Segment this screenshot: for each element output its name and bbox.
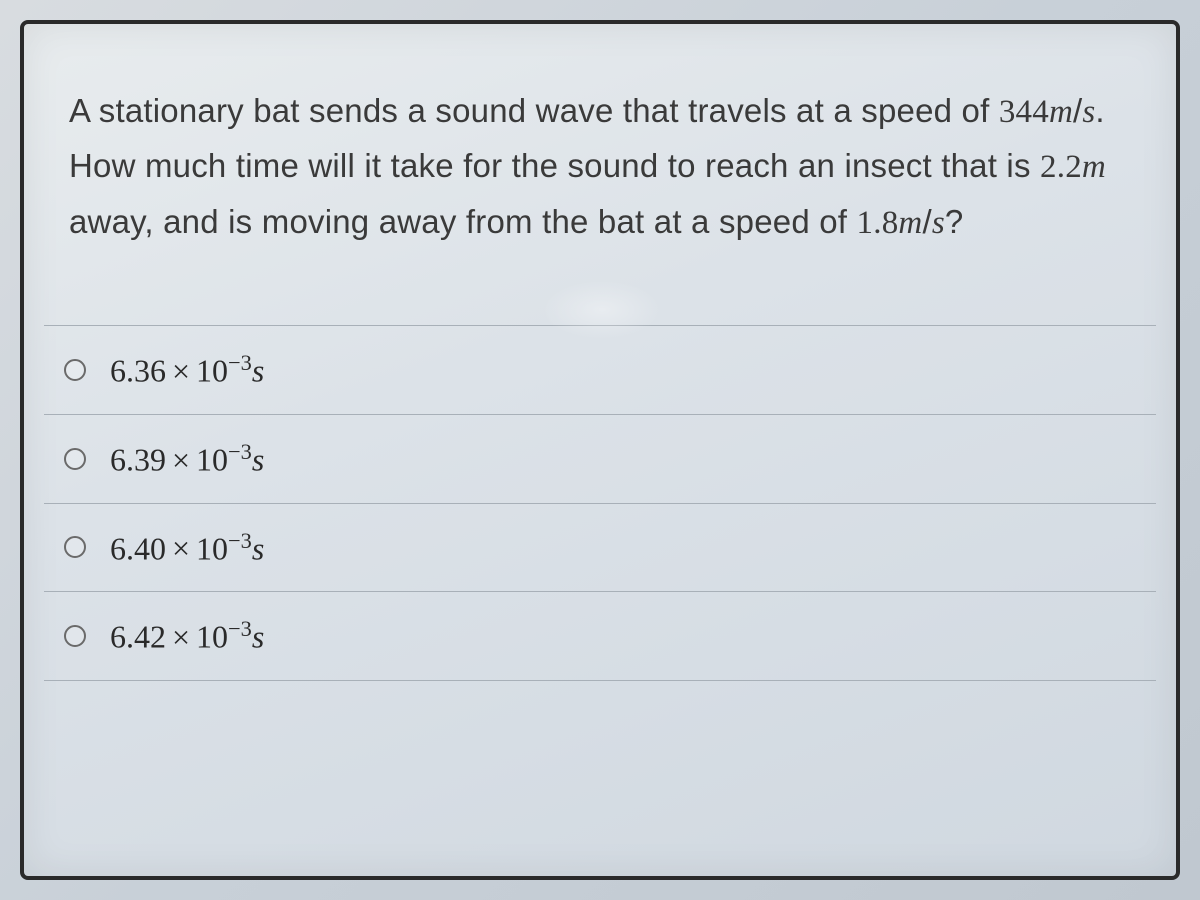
question-text: A stationary bat sends a sound wave that… <box>69 84 1131 250</box>
option-d-label: 6.42×10−3s <box>110 616 264 656</box>
radio-icon <box>64 448 86 470</box>
option-c-exponent: −3 <box>228 528 252 553</box>
distance-unit: m <box>1082 149 1106 185</box>
option-a-coefficient: 6.36 <box>110 353 166 389</box>
insect-speed-unit-m: m <box>898 205 922 241</box>
sound-speed-value: 344 <box>999 94 1049 130</box>
option-c[interactable]: 6.40×10−3s <box>44 504 1156 593</box>
option-a[interactable]: 6.36×10−3s <box>44 326 1156 415</box>
insect-speed-unit-s: s <box>932 205 945 241</box>
quiz-card: A stationary bat sends a sound wave that… <box>20 20 1180 880</box>
option-d-base: 10 <box>196 619 228 655</box>
radio-icon <box>64 536 86 558</box>
insect-speed-value: 1.8 <box>857 205 899 241</box>
option-b-exponent: −3 <box>228 439 252 464</box>
question-part-1: A stationary bat sends a sound wave that… <box>69 92 999 129</box>
option-b-base: 10 <box>196 442 228 478</box>
option-b-unit: s <box>252 442 264 478</box>
question-container: A stationary bat sends a sound wave that… <box>44 44 1156 270</box>
option-b-label: 6.39×10−3s <box>110 439 264 479</box>
option-c-coefficient: 6.40 <box>110 530 166 566</box>
times-icon: × <box>166 442 196 478</box>
radio-icon <box>64 359 86 381</box>
option-a-exponent: −3 <box>228 350 252 375</box>
option-d-coefficient: 6.42 <box>110 619 166 655</box>
option-b[interactable]: 6.39×10−3s <box>44 415 1156 504</box>
sound-speed-unit-s: s <box>1082 94 1095 130</box>
option-d-unit: s <box>252 619 264 655</box>
option-a-unit: s <box>252 353 264 389</box>
option-a-label: 6.36×10−3s <box>110 350 264 390</box>
question-part-3: away, and is moving away from the bat at… <box>69 203 857 240</box>
options-list: 6.36×10−3s 6.39×10−3s 6.40×10−3s 6.42×10… <box>44 325 1156 681</box>
sound-speed-unit-m: m <box>1049 94 1073 130</box>
distance-value: 2.2 <box>1040 149 1082 185</box>
radio-icon <box>64 625 86 647</box>
times-icon: × <box>166 353 196 389</box>
option-d-exponent: −3 <box>228 616 252 641</box>
option-a-base: 10 <box>196 353 228 389</box>
option-c-label: 6.40×10−3s <box>110 528 264 568</box>
question-end: ? <box>945 203 964 240</box>
times-icon: × <box>166 619 196 655</box>
option-d[interactable]: 6.42×10−3s <box>44 592 1156 681</box>
times-icon: × <box>166 530 196 566</box>
option-c-unit: s <box>252 530 264 566</box>
option-c-base: 10 <box>196 530 228 566</box>
option-b-coefficient: 6.39 <box>110 442 166 478</box>
